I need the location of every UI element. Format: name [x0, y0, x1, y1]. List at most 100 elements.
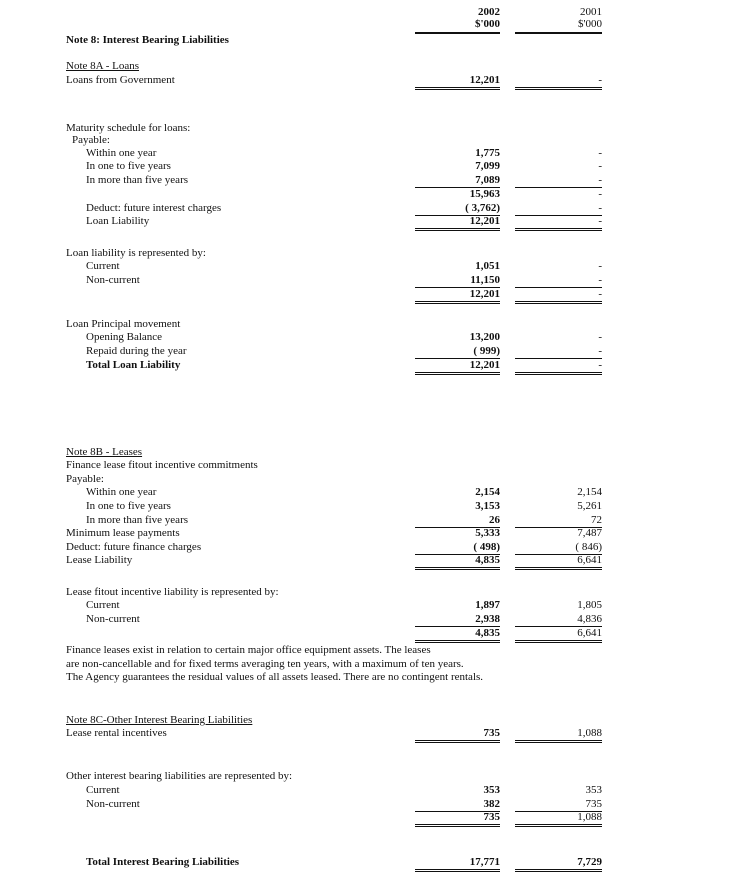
value-2002: 7,099	[475, 160, 500, 172]
row-label: Total Loan Liability	[86, 359, 181, 371]
value-2001: -	[598, 188, 602, 200]
value-2002: 12,201	[415, 74, 500, 90]
row-label: Opening Balance	[86, 331, 163, 343]
value-2001: 4,836	[515, 613, 602, 627]
paragraph-line: Finance leases exist in relation to cert…	[66, 644, 431, 656]
statement-row: Deduct: future interest charges ( 3,762) -	[0, 202, 739, 216]
paragraph-line: The Agency guarantees the residual value…	[66, 671, 484, 683]
statement-row: Lease Liability 4,835 6,641	[0, 554, 739, 570]
row-label: Total Interest Bearing Liabilities	[86, 856, 240, 868]
value-2001: -	[515, 215, 602, 231]
value-2001: -	[515, 74, 602, 90]
row-label: Non-current	[86, 798, 140, 810]
statement-row: Payable:	[0, 134, 739, 147]
value-2001: 6,641	[515, 627, 602, 643]
statement-row: 12,201-	[0, 288, 739, 304]
row-label: Note 8C-Other Interest Bearing Liabiliti…	[66, 714, 253, 726]
value-2001: -	[515, 174, 602, 188]
statement-row: Loan Liability 12,201-	[0, 215, 739, 231]
value-2001: 2,154	[577, 486, 602, 498]
unit-label: $'000	[515, 18, 602, 34]
value-2002: 4,835	[415, 554, 500, 570]
value-2001: -	[515, 345, 602, 359]
row-label: Deduct: future finance charges	[66, 541, 202, 553]
statement-row: Lease rental incentives 735 1,088	[0, 727, 739, 743]
statement-row: In more than five years 7,089 -	[0, 174, 739, 188]
row-label: Within one year	[86, 147, 157, 159]
value-2001: 7,487	[577, 527, 602, 539]
statement-row: Current 1,897 1,805	[0, 599, 739, 612]
row-label: Non-current	[86, 274, 140, 286]
value-2001: -	[515, 288, 602, 304]
statement-row: Finance lease fitout incentive commitmen…	[0, 459, 739, 472]
statement-row: Maturity schedule for loans:	[0, 122, 739, 135]
row-label: Other interest bearing liabilities are r…	[66, 770, 293, 782]
row-label: Current	[86, 599, 120, 611]
row-label: Non-current	[86, 613, 140, 625]
column-header-2002: 2002 $'000	[415, 6, 500, 34]
statement-row: Non-current 382 735	[0, 798, 739, 812]
statement-row: 735 1,088	[0, 811, 739, 827]
value-2002: 2,938	[415, 613, 500, 627]
value-2001: 6,641	[515, 554, 602, 570]
value-2001: ( 846)	[515, 541, 602, 555]
value-2002: 1,897	[475, 599, 500, 611]
row-label: Note 8: Interest Bearing Liabilities	[66, 34, 229, 46]
value-2002: 3,153	[475, 500, 500, 512]
row-label: Minimum lease payments	[66, 527, 180, 539]
value-2002: 1,051	[475, 260, 500, 272]
statement-row: In more than five years 26 72	[0, 514, 739, 528]
value-2001: -	[515, 359, 602, 375]
row-label: In one to five years	[86, 500, 171, 512]
value-2002: 11,150	[415, 274, 500, 288]
value-2002: 15,963	[469, 188, 500, 200]
value-2001: 1,805	[577, 599, 602, 611]
row-label: Lease fitout incentive liability is repr…	[66, 586, 279, 598]
value-2002: 13,200	[469, 331, 500, 343]
statement-row: Current 1,051 -	[0, 260, 739, 273]
statement-row: Within one year 2,154 2,154	[0, 486, 739, 499]
value-2002: 735	[415, 727, 500, 743]
value-2001: -	[598, 147, 602, 159]
year-label: 2001	[580, 6, 602, 18]
statement-row: Loans from Government 12,201-	[0, 74, 739, 90]
statement-row: In one to five years 7,099 -	[0, 160, 739, 173]
statement-row: Note 8B - Leases	[0, 446, 739, 459]
statement-row: In one to five years 3,153 5,261	[0, 500, 739, 513]
value-2001: 353	[585, 784, 603, 796]
row-label: Note 8B - Leases	[66, 446, 143, 458]
statement-row: Note 8C-Other Interest Bearing Liabiliti…	[0, 714, 739, 727]
statement-row: Non-current 2,938 4,836	[0, 613, 739, 627]
value-2002: ( 3,762)	[415, 202, 500, 216]
value-2002: 7,089	[415, 174, 500, 188]
value-2001: -	[598, 331, 602, 343]
column-header-2001: 2001 $'000	[515, 6, 602, 34]
value-2001: 735	[515, 798, 602, 812]
value-2001: -	[515, 274, 602, 288]
row-label: In more than five years	[86, 174, 189, 186]
lease-explanation-paragraph: Finance leases exist in relation to cert…	[66, 644, 666, 685]
row-label: Repaid during the year	[86, 345, 187, 357]
statement-row: Lease fitout incentive liability is repr…	[0, 586, 739, 599]
value-2001: -	[598, 260, 602, 272]
value-2002: 4,835	[415, 627, 500, 643]
value-2002: 12,201	[415, 215, 500, 231]
row-label: Maturity schedule for loans:	[66, 122, 191, 134]
row-label: Current	[86, 260, 120, 272]
statement-row: Loan liability is represented by:	[0, 247, 739, 260]
statement-row: Deduct: future finance charges ( 498) ( 84…	[0, 541, 739, 555]
value-2001: 1,088	[515, 727, 602, 743]
value-2002: ( 498)	[415, 541, 500, 555]
value-2001: -	[598, 160, 602, 172]
row-label: Loans from Government	[66, 74, 175, 86]
value-2002: ( 999)	[415, 345, 500, 359]
value-2001: 1,088	[515, 811, 602, 827]
row-label: Note 8A - Loans	[66, 60, 140, 72]
row-label: Loan liability is represented by:	[66, 247, 206, 259]
value-2001: -	[515, 202, 602, 216]
row-label: Deduct: future interest charges	[86, 202, 222, 214]
statement-row: Current 353 353	[0, 784, 739, 797]
value-2001: 72	[515, 514, 602, 528]
value-2002: 12,201	[415, 359, 500, 375]
